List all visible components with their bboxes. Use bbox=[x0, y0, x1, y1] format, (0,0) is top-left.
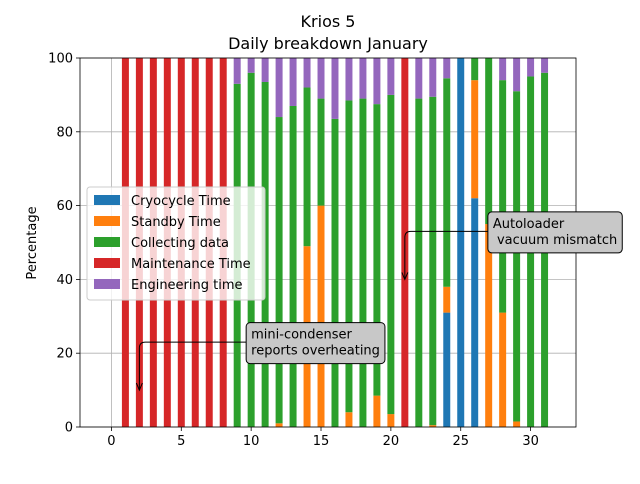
x-tick-label: 10 bbox=[243, 434, 260, 449]
bar-segment-cryocycle-time bbox=[457, 58, 465, 427]
legend-swatch-collecting-data bbox=[94, 237, 120, 247]
legend-entry-label: Engineering time bbox=[131, 278, 243, 293]
bar-segment-collecting-data bbox=[303, 87, 311, 247]
bar-segment-engineering-time bbox=[513, 58, 521, 92]
legend-swatch-maintenance-time bbox=[94, 258, 120, 268]
annotation-arrow-line bbox=[404, 230, 488, 280]
annotation: Autoloader vacuum mismatch bbox=[487, 211, 623, 254]
bar-segment-collecting-data bbox=[485, 58, 493, 225]
annotation-arrow-line bbox=[138, 341, 247, 391]
bar-segment-collecting-data bbox=[359, 98, 367, 427]
x-tick-label: 0 bbox=[107, 434, 115, 449]
bar-segment-standby-time bbox=[513, 421, 521, 427]
bar-segment-standby-time bbox=[275, 423, 283, 427]
y-tick-label: 60 bbox=[56, 199, 73, 214]
legend-entry-label: Collecting data bbox=[131, 236, 229, 251]
y-tick-label: 80 bbox=[56, 125, 73, 140]
bar-segment-collecting-data bbox=[499, 80, 507, 313]
annotations: mini-condenser reports overheating Autoloa… bbox=[135, 211, 623, 392]
bar-segment-cryocycle-time bbox=[471, 198, 479, 427]
bar-segment-engineering-time bbox=[429, 58, 437, 97]
legend: Cryocycle Time Standby Time Collecting dat… bbox=[86, 186, 266, 301]
bar-segment-standby-time bbox=[429, 425, 437, 427]
bar-segment-collecting-data bbox=[443, 78, 451, 287]
bar-segment-engineering-time bbox=[359, 58, 367, 99]
bar-segment-engineering-time bbox=[261, 58, 269, 82]
bar-segment-standby-time bbox=[485, 224, 493, 427]
x-tick-label: 5 bbox=[177, 434, 185, 449]
y-tick-label: 20 bbox=[56, 347, 73, 362]
bar-segment-collecting-data bbox=[317, 98, 325, 206]
annotation: mini-condenser reports overheating bbox=[245, 322, 386, 365]
annotation-label: Autoloader vacuum mismatch bbox=[493, 217, 617, 248]
legend-entry-label: Cryocycle Time bbox=[131, 194, 231, 209]
bar-segment-engineering-time bbox=[233, 58, 241, 84]
bar-segment-engineering-time bbox=[541, 58, 549, 73]
bar-segment-standby-time bbox=[471, 80, 479, 199]
bar-segment-engineering-time bbox=[527, 58, 535, 77]
bar-segment-collecting-data bbox=[331, 118, 339, 427]
bar-segment-collecting-data bbox=[471, 58, 479, 81]
x-tick-label: 20 bbox=[383, 434, 400, 449]
y-tick-label: 100 bbox=[48, 52, 73, 67]
annotation-label: mini-condenser reports overheating bbox=[251, 328, 380, 359]
annotation-box bbox=[245, 322, 386, 365]
bar-segment-collecting-data bbox=[275, 117, 283, 424]
bar-segment-engineering-time bbox=[373, 58, 381, 105]
bar-segment-standby-time bbox=[373, 395, 381, 427]
chart-title: Krios 5 bbox=[301, 12, 356, 31]
bar-segment-standby-time bbox=[499, 312, 507, 427]
legend-entry-label: Maintenance Time bbox=[131, 257, 251, 272]
bar-segment-engineering-time bbox=[331, 58, 339, 119]
bar-segment-engineering-time bbox=[387, 58, 395, 95]
bar-segment-cryocycle-time bbox=[443, 312, 451, 427]
bar-segment-engineering-time bbox=[443, 58, 451, 79]
bar-segment-standby-time bbox=[317, 205, 325, 427]
legend-swatch-engineering-time bbox=[94, 279, 120, 289]
annotation-box bbox=[487, 211, 623, 254]
bar-segment-collecting-data bbox=[415, 98, 423, 427]
bar-segment-engineering-time bbox=[499, 58, 507, 81]
bar-segment-engineering-time bbox=[317, 58, 325, 99]
y-tick-label: 40 bbox=[56, 273, 73, 288]
bar-segment-collecting-data bbox=[429, 96, 437, 426]
bar-segment-collecting-data bbox=[373, 104, 381, 396]
bar-segment-engineering-time bbox=[415, 58, 423, 99]
bar-segment-standby-time bbox=[443, 286, 451, 313]
legend-swatch-cryocycle-time bbox=[94, 195, 120, 205]
y-axis-label: Percentage bbox=[25, 206, 40, 279]
x-tick-label: 15 bbox=[313, 434, 330, 449]
bar-segment-collecting-data bbox=[387, 94, 395, 415]
legend-box bbox=[86, 186, 266, 301]
bar-segment-collecting-data bbox=[513, 91, 521, 422]
bar-segment-engineering-time bbox=[247, 58, 255, 73]
bar-segment-engineering-time bbox=[275, 58, 283, 118]
bar-segment-engineering-time bbox=[345, 58, 353, 101]
bar-segment-collecting-data bbox=[345, 100, 353, 413]
x-tick-label: 30 bbox=[522, 434, 539, 449]
bar-segment-standby-time bbox=[387, 414, 395, 427]
bar-segment-collecting-data bbox=[289, 105, 297, 427]
legend-entry-label: Standby Time bbox=[131, 215, 221, 230]
x-tick-label: 25 bbox=[452, 434, 469, 449]
annotation-arrow-head bbox=[135, 382, 143, 392]
bar-segment-engineering-time bbox=[303, 58, 311, 88]
bar-segment-standby-time bbox=[345, 412, 353, 427]
y-tick-label: 0 bbox=[65, 421, 73, 436]
annotation-arrow-head bbox=[401, 272, 409, 281]
legend-swatch-standby-time bbox=[94, 216, 120, 226]
chart-subtitle: Daily breakdown January bbox=[228, 34, 428, 53]
bar-segment-engineering-time bbox=[289, 58, 297, 106]
